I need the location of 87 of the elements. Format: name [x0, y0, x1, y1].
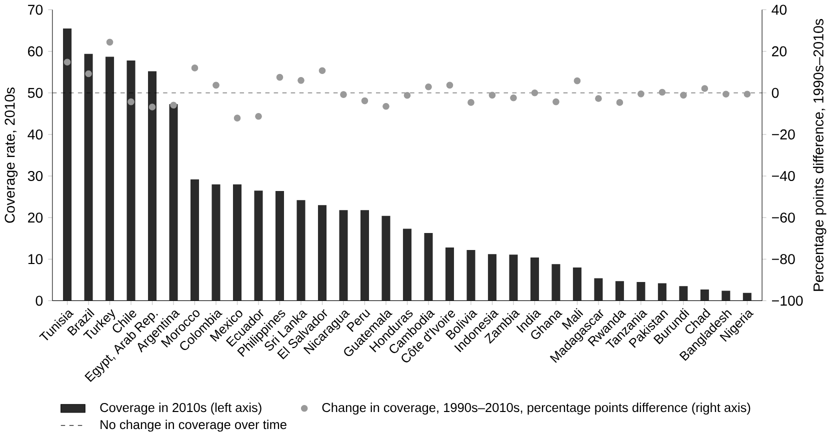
point [680, 92, 687, 99]
point [106, 38, 114, 46]
bar [63, 28, 72, 301]
y2-tick-label: −100 [772, 296, 803, 306]
y-tick-label: 10 [28, 254, 43, 264]
bar [722, 290, 730, 301]
point [212, 82, 220, 89]
bar [552, 264, 560, 301]
y2-tick-label: −20 [772, 130, 795, 140]
point [468, 99, 474, 106]
point [658, 88, 666, 96]
bar [232, 184, 242, 301]
point [701, 85, 708, 92]
point [340, 91, 347, 98]
y-tick-label: 40 [28, 130, 43, 140]
bar [445, 248, 454, 301]
point [318, 67, 326, 74]
point [510, 94, 517, 102]
bar [509, 254, 518, 301]
point [488, 92, 496, 99]
bar [572, 268, 582, 301]
bar [106, 56, 114, 301]
bar [700, 290, 709, 301]
y-tick-label: 70 [28, 4, 43, 15]
point [446, 82, 454, 89]
bar [84, 54, 93, 301]
bar [360, 210, 369, 301]
y-tick-label: 60 [28, 46, 43, 56]
bar [382, 216, 390, 301]
y-tick-label: 20 [28, 212, 43, 223]
point [276, 74, 284, 81]
point [64, 58, 71, 66]
point [552, 98, 560, 106]
y2-tick-label: −40 [772, 171, 795, 182]
bar [742, 292, 752, 301]
y2-axis-title: Percentage points difference, 1990s–2010s [813, 19, 826, 291]
point [744, 90, 751, 98]
bar [466, 250, 476, 301]
y2-tick-label: 20 [772, 46, 787, 56]
y2-tick-label: 0 [772, 88, 779, 98]
bar [488, 254, 496, 301]
bar [254, 190, 263, 301]
point [128, 98, 134, 106]
point [425, 84, 432, 90]
bar [169, 104, 178, 301]
point [361, 97, 368, 104]
point [531, 90, 538, 96]
y-axis-title: Coverage rate, 2010s [4, 88, 18, 223]
point [595, 95, 602, 102]
point [722, 90, 730, 98]
bar [530, 258, 539, 301]
y2-tick-label: 40 [772, 4, 787, 15]
point [234, 114, 241, 122]
point [638, 90, 644, 98]
point [191, 64, 198, 72]
bar [424, 233, 433, 301]
legend-label: Change in coverage, 1990s–2010s, percentage points difference (right axis) [322, 402, 750, 415]
bar [126, 60, 136, 301]
point [616, 99, 624, 106]
point [85, 70, 92, 78]
bar [615, 281, 624, 301]
point [382, 103, 390, 110]
point [298, 77, 304, 84]
bar [339, 210, 348, 301]
bar [296, 200, 306, 301]
point [148, 104, 156, 111]
y2-tick-label: −60 [772, 212, 795, 223]
bar [275, 191, 284, 301]
bar [212, 184, 220, 301]
y2-tick-label: −80 [772, 254, 795, 264]
legend-label: No change in coverage over time [100, 420, 286, 432]
bar [594, 278, 603, 301]
bar [148, 71, 157, 301]
bar [402, 228, 412, 301]
point [170, 102, 177, 109]
bar [190, 179, 200, 301]
bar [679, 286, 688, 301]
bar [318, 205, 326, 301]
y-tick-label: 30 [28, 171, 43, 182]
bar [636, 282, 646, 301]
legend-label: Coverage in 2010s (left axis) [100, 402, 262, 415]
point [255, 113, 262, 120]
point [404, 92, 411, 99]
point [574, 78, 581, 84]
bar [658, 283, 666, 301]
y-tick-label: 50 [28, 88, 43, 98]
y-tick-label: 0 [36, 296, 43, 306]
